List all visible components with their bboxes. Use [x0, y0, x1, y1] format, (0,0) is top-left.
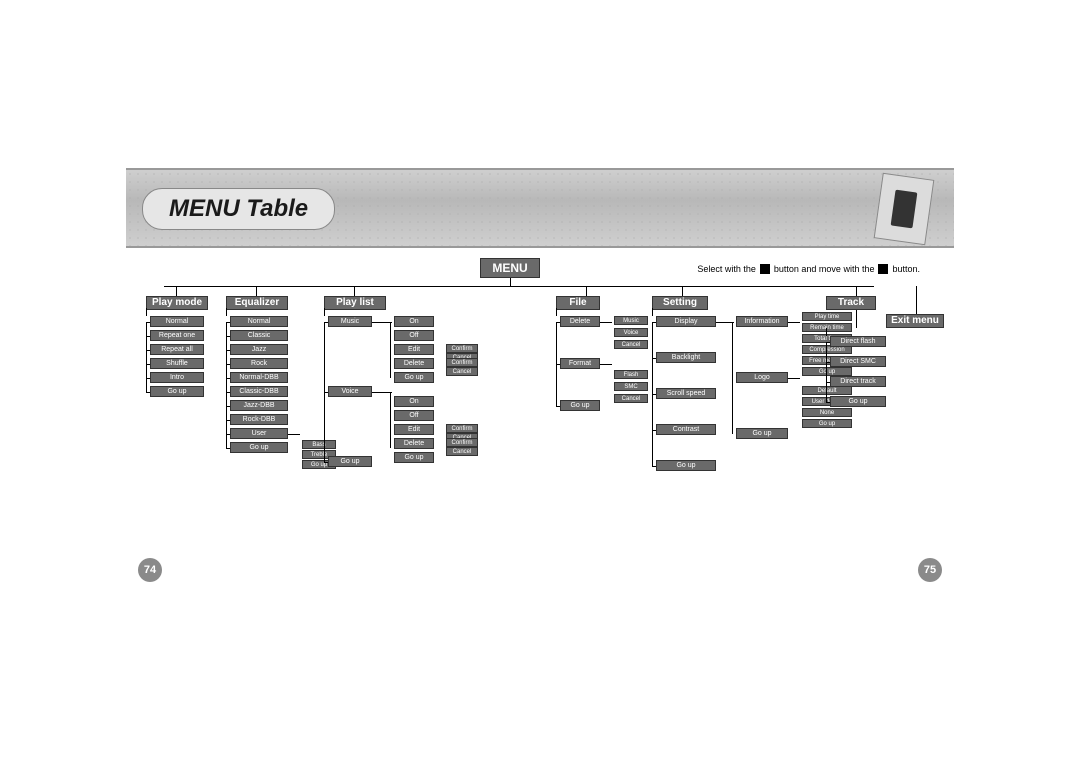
- pl-music-1: Off: [394, 330, 434, 341]
- pl-voice-3: Delete: [394, 438, 434, 449]
- page-number-right: 75: [918, 558, 942, 582]
- track-0: Direct flash: [830, 336, 886, 347]
- pl-music-4: Go up: [394, 372, 434, 383]
- instr-pre: Select with the: [697, 264, 756, 274]
- eq-user-0: Bass: [302, 440, 336, 449]
- equalizer-4: Normal-DBB: [230, 372, 288, 383]
- file-1: Format: [560, 358, 600, 369]
- file-del-1: Voice: [614, 328, 648, 337]
- page-number-left: 74: [138, 558, 162, 582]
- title-text: MENU Table: [169, 195, 308, 223]
- instr-post: button.: [892, 264, 920, 274]
- file-del-2: Cancel: [614, 340, 648, 349]
- cat-track: Track: [826, 296, 876, 310]
- playlist-0: Music: [328, 316, 372, 327]
- playmode-3: Shuffle: [150, 358, 204, 369]
- pl-v-delete-1: Cancel: [446, 447, 478, 456]
- track-2: Direct track: [830, 376, 886, 387]
- pl-m-delete-0: Confirm: [446, 358, 478, 367]
- pl-v-edit-0: Confirm: [446, 424, 478, 433]
- playmode-2: Repeat all: [150, 344, 204, 355]
- file-fmt-0: Flash: [614, 370, 648, 379]
- cat-equalizer: Equalizer: [226, 296, 288, 310]
- cat-playlist: Play list: [324, 296, 386, 310]
- playmode-5: Go up: [150, 386, 204, 397]
- equalizer-7: Rock-DBB: [230, 414, 288, 425]
- playlist-2: Go up: [328, 456, 372, 467]
- file-2: Go up: [560, 400, 600, 411]
- instr-mid: button and move with the: [774, 264, 875, 274]
- file-del-0: Music: [614, 316, 648, 325]
- equalizer-9: Go up: [230, 442, 288, 453]
- pl-voice-4: Go up: [394, 452, 434, 463]
- equalizer-0: Normal: [230, 316, 288, 327]
- file-fmt-2: Cancel: [614, 394, 648, 403]
- set-disp-2: Go up: [736, 428, 788, 439]
- set-info-5: Go up: [802, 367, 852, 376]
- equalizer-5: Classic-DBB: [230, 386, 288, 397]
- equalizer-2: Jazz: [230, 344, 288, 355]
- exit-menu: Exit menu: [886, 314, 944, 328]
- pl-v-delete-0: Confirm: [446, 438, 478, 447]
- pl-m-edit-0: Confirm: [446, 344, 478, 353]
- set-logo-2: None: [802, 408, 852, 417]
- pl-music-2: Edit: [394, 344, 434, 355]
- playmode-0: Normal: [150, 316, 204, 327]
- prev-next-icon: [878, 264, 888, 274]
- setting-2: Scroll speed: [656, 388, 716, 399]
- equalizer-3: Rock: [230, 358, 288, 369]
- pl-voice-2: Edit: [394, 424, 434, 435]
- set-disp-1: Logo: [736, 372, 788, 383]
- header-band: MENU Table: [126, 168, 954, 248]
- set-info-1: Remain time: [802, 323, 852, 332]
- track-3: Go up: [830, 396, 886, 407]
- device-icon: [874, 173, 935, 246]
- set-logo-0: Default: [802, 386, 852, 395]
- menu-root: MENU: [480, 258, 540, 278]
- playlist-1: Voice: [328, 386, 372, 397]
- cat-file: File: [556, 296, 600, 310]
- setting-1: Backlight: [656, 352, 716, 363]
- cat-setting: Setting: [652, 296, 708, 310]
- set-logo-3: Go up: [802, 419, 852, 428]
- playmode-4: Intro: [150, 372, 204, 383]
- file-fmt-1: SMC: [614, 382, 648, 391]
- setting-0: Display: [656, 316, 716, 327]
- page-title: MENU Table: [142, 188, 335, 230]
- playmode-1: Repeat one: [150, 330, 204, 341]
- set-disp-0: Information: [736, 316, 788, 327]
- cat-playmode: Play mode: [146, 296, 208, 310]
- pl-voice-0: On: [394, 396, 434, 407]
- setting-4: Go up: [656, 460, 716, 471]
- pl-m-delete-1: Cancel: [446, 367, 478, 376]
- setting-3: Contrast: [656, 424, 716, 435]
- menu-tree-diagram: Select with the button and move with the…: [126, 258, 954, 588]
- equalizer-1: Classic: [230, 330, 288, 341]
- pl-music-3: Delete: [394, 358, 434, 369]
- set-info-0: Play time: [802, 312, 852, 321]
- pl-voice-1: Off: [394, 410, 434, 421]
- instruction-text: Select with the button and move with the…: [697, 264, 920, 274]
- file-0: Delete: [560, 316, 600, 327]
- track-1: Direct SMC: [830, 356, 886, 367]
- equalizer-8: User: [230, 428, 288, 439]
- pl-music-0: On: [394, 316, 434, 327]
- play-stop-icon: [760, 264, 770, 274]
- equalizer-6: Jazz-DBB: [230, 400, 288, 411]
